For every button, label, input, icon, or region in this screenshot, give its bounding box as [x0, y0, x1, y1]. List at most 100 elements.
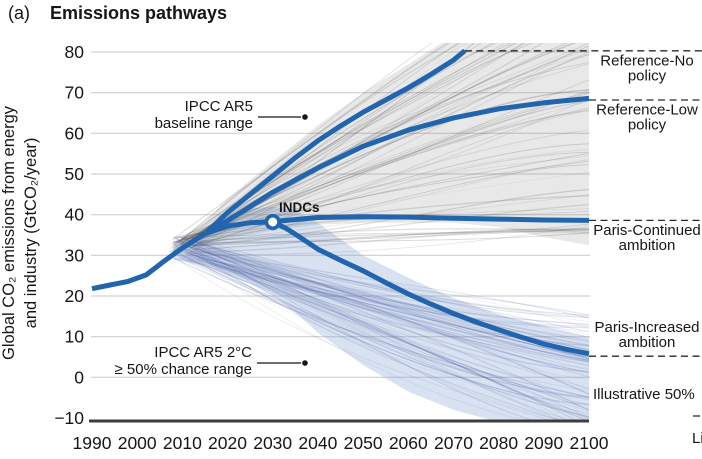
ensemble-strand [190, 231, 590, 246]
illustrative-50-label: Illustrative 50% [593, 386, 695, 403]
ensemble-strand [173, 100, 590, 243]
ensemble-strand [176, 248, 590, 398]
pathway-historical [91, 231, 207, 292]
pathway-lines [91, 48, 590, 357]
ensemble-strand [190, 250, 590, 339]
cutoff-right-edge-text: Li [692, 430, 702, 447]
x-tick-label: 2090 [524, 433, 563, 453]
ensemble-strand [181, 251, 590, 399]
gridlines [91, 51, 590, 378]
ensemble-strand [186, 242, 590, 421]
ensemble-strand [177, 255, 590, 418]
ensemble-strand [173, 243, 590, 420]
x-tick-label: 2030 [253, 433, 292, 453]
ensemble-strand [178, 43, 462, 243]
ensemble-strand [197, 239, 574, 421]
ensemble-strand [174, 250, 590, 405]
ensemble-strand [187, 155, 590, 242]
ensemble-strand [179, 247, 590, 390]
pathway-label-paris-continued-ambition-line1: Paris-Continued [593, 222, 701, 239]
ensemble-strand [173, 194, 590, 239]
baseline-annotation-dot [302, 114, 308, 120]
ensemble-strand [198, 251, 590, 319]
ensemble-strand [193, 245, 537, 421]
ensemble-strand [173, 158, 590, 243]
pathway-label-reference-low-policy-line1: Reference-Low [596, 102, 698, 119]
ensemble-strand [190, 107, 590, 249]
y-tick-label: 0 [74, 367, 84, 387]
ensemble-strand [190, 251, 590, 346]
ensemble-strand [174, 257, 590, 398]
ensemble-strand [186, 252, 590, 378]
ensemble-strand [172, 43, 534, 253]
pathway-reference-low-policy [203, 95, 590, 236]
pathway-label-paris-continued-ambition-line2: ambition [619, 237, 676, 254]
ensemble-strand [180, 237, 590, 362]
x-tick-label: 1990 [73, 433, 112, 453]
ensemble-strand [183, 43, 460, 251]
indcs-marker [264, 213, 281, 231]
ensemble-strand [194, 249, 590, 410]
ensemble-strand [179, 257, 590, 400]
ensemble-strand [180, 245, 590, 361]
ensemble-strand [174, 245, 590, 367]
ensemble-strand [189, 252, 590, 359]
pathway-label-reference-low-policy-line2: policy [628, 117, 667, 134]
ensemble-strand [180, 164, 590, 245]
ensemble-strand [200, 242, 590, 347]
ensemble-strand [186, 239, 590, 406]
ensemble-strand [196, 255, 590, 317]
y-tick-label: 20 [65, 286, 85, 306]
ensemble-strand [183, 247, 565, 421]
ensemble-strand [188, 240, 590, 398]
ensemble-strand [172, 223, 590, 239]
ensemble-strand [183, 258, 590, 406]
x-tick-label: 2000 [118, 433, 157, 453]
pathway-paris-increased-ambition [271, 219, 590, 357]
ensemble-strand [174, 237, 590, 348]
y-tick-label: 50 [65, 164, 85, 184]
pathway-labels: Reference-NopolicyReference-LowpolicyPar… [593, 52, 701, 351]
ensemble-strand [192, 151, 590, 247]
two-degree-annotation-line2: ≥ 50% chance range [115, 361, 253, 378]
pathway-reference-no-policy [203, 48, 467, 236]
ipcc-ar5-2c-range-fill [173, 206, 589, 421]
ensemble-strand [185, 258, 590, 348]
ipcc-ar5-baseline-range-fill [173, 43, 589, 252]
pathway-label-reference-no-policy-line2: policy [628, 67, 667, 84]
ensemble-strand [178, 227, 590, 243]
ensemble-strand [186, 249, 590, 358]
ensemble-strand [172, 172, 590, 246]
y-axis-label-line2: and industry (GtCO₂/year) [22, 138, 40, 329]
ensemble-strand [178, 45, 590, 251]
x-tick-label: 2100 [570, 433, 609, 453]
ensemble-strand [177, 239, 569, 421]
ensemble-strand [187, 43, 451, 244]
ensemble-strand [190, 43, 544, 239]
ensemble-strand [179, 254, 590, 363]
ensemble-strand [175, 228, 590, 246]
ensemble-strand [193, 203, 590, 247]
ensemble-strand [186, 255, 590, 343]
ensemble-strand [181, 43, 483, 244]
x-tick-label: 2020 [208, 433, 247, 453]
ensemble-strand [195, 244, 590, 350]
x-tick-label: 2010 [163, 433, 202, 453]
ensemble-strand [178, 252, 590, 329]
ensemble-strand [178, 257, 590, 352]
y-tick-label: 80 [65, 42, 85, 62]
ensemble-strand [193, 238, 590, 390]
baseline-range-annotation-line1: IPCC AR5 [185, 98, 253, 115]
ensemble-strand [182, 255, 590, 412]
x-tick-label: 2040 [298, 433, 337, 453]
x-tick-label: 2070 [434, 433, 473, 453]
y-tick-label: −10 [54, 408, 84, 428]
ensemble-strand [189, 110, 590, 247]
ensemble-strand [191, 51, 590, 241]
y-tick-label: 40 [65, 205, 85, 225]
indcs-label: INDCs [279, 200, 320, 215]
